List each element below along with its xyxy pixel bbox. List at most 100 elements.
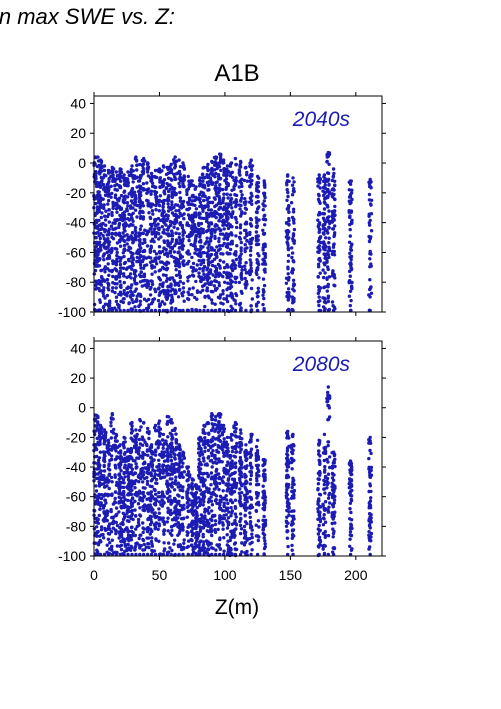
data-point (249, 497, 254, 501)
data-point (165, 454, 169, 458)
data-point (285, 240, 289, 244)
data-point (140, 499, 145, 503)
data-point (126, 542, 130, 547)
data-point (198, 290, 203, 294)
data-point (106, 492, 110, 497)
data-point (185, 545, 189, 550)
data-point (146, 279, 150, 283)
data-point (118, 185, 123, 190)
data-point (178, 221, 182, 226)
data-point (114, 308, 119, 313)
data-point (169, 207, 173, 211)
data-point (104, 223, 108, 227)
data-point (100, 211, 104, 215)
data-point (194, 308, 198, 313)
data-point (228, 474, 232, 478)
data-point (201, 245, 205, 249)
data-point (214, 480, 218, 484)
data-point (254, 230, 259, 234)
data-point (129, 286, 133, 290)
data-point (198, 267, 202, 271)
data-point (229, 454, 233, 458)
data-point (113, 179, 117, 184)
data-point (150, 272, 154, 276)
data-point (149, 539, 154, 544)
data-point (172, 158, 176, 162)
data-point (201, 209, 205, 213)
data-point (114, 531, 118, 536)
data-point (177, 308, 181, 313)
data-point (206, 308, 210, 313)
data-point (178, 447, 182, 452)
data-point (367, 182, 372, 186)
data-point (123, 440, 127, 444)
data-point (249, 437, 253, 442)
data-point (149, 285, 153, 290)
data-point (194, 236, 198, 240)
data-point (243, 197, 247, 201)
data-point (209, 280, 214, 284)
data-point (217, 521, 221, 525)
data-point (145, 198, 149, 203)
data-point (149, 227, 153, 231)
data-point (243, 276, 247, 281)
data-point (146, 542, 151, 546)
data-point (221, 223, 225, 227)
data-point (180, 485, 184, 489)
data-point (109, 436, 114, 440)
data-point (130, 456, 134, 461)
data-point (201, 179, 205, 183)
data-point (149, 301, 154, 306)
data-point (135, 215, 139, 219)
data-point (138, 227, 143, 231)
data-point (218, 503, 222, 507)
data-point (255, 188, 259, 193)
data-point (141, 215, 146, 219)
data-point (133, 270, 137, 274)
data-point (135, 465, 139, 469)
data-point (249, 224, 254, 228)
data-point (118, 207, 123, 211)
data-point (157, 198, 162, 202)
data-point (129, 289, 133, 293)
data-point (318, 271, 322, 275)
data-point (332, 192, 336, 197)
data-point (225, 489, 229, 493)
data-point (205, 286, 209, 290)
data-point (186, 213, 191, 217)
data-point (143, 238, 147, 242)
data-point (141, 266, 146, 270)
data-point (177, 523, 181, 527)
data-point (113, 184, 117, 188)
data-point (113, 260, 117, 264)
data-point (147, 436, 151, 441)
data-point (209, 428, 214, 433)
data-point (176, 258, 180, 262)
data-point (166, 209, 171, 213)
data-point (103, 218, 108, 222)
data-point (154, 256, 158, 260)
data-point (161, 516, 165, 520)
data-point (133, 508, 137, 512)
data-point (248, 248, 253, 253)
data-point (177, 208, 181, 213)
data-point (99, 282, 103, 287)
data-point (129, 492, 134, 497)
data-point (115, 188, 119, 192)
data-point (222, 227, 226, 231)
data-point (134, 462, 138, 466)
data-point (107, 462, 111, 466)
data-point (221, 292, 225, 296)
data-point (201, 543, 206, 547)
data-point (255, 225, 259, 230)
data-point (193, 251, 197, 255)
data-point (118, 179, 123, 183)
data-point (286, 190, 290, 195)
data-point (250, 532, 254, 536)
data-point (205, 180, 210, 185)
data-point (118, 259, 122, 263)
data-point (118, 279, 122, 284)
data-point (157, 167, 162, 171)
data-point (248, 184, 252, 188)
data-point (107, 208, 111, 212)
